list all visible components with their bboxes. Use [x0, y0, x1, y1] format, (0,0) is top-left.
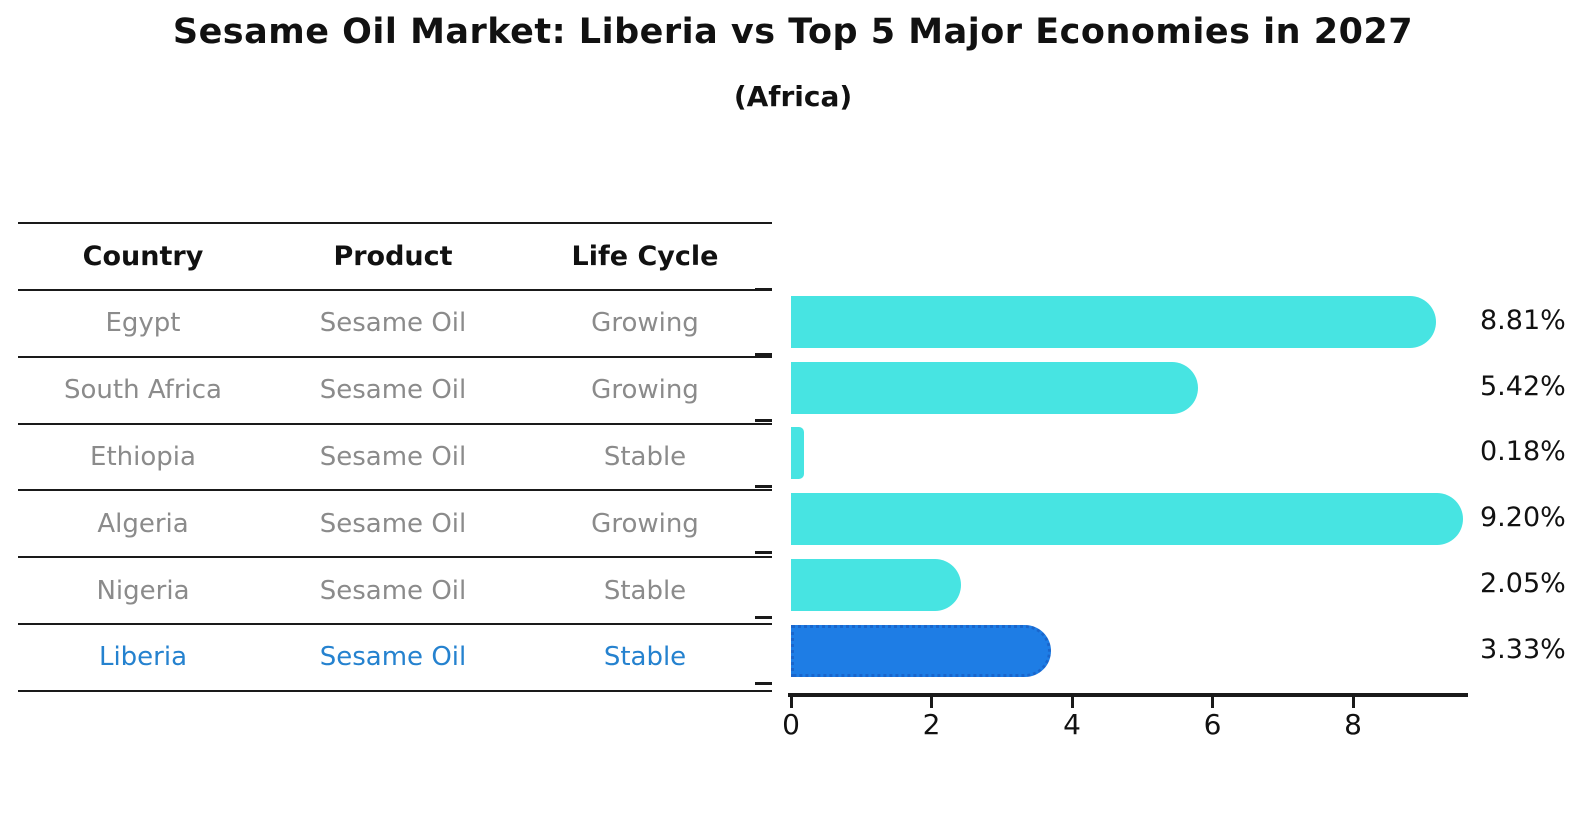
- comparison-table: Country Product Life Cycle Egypt Sesame O…: [18, 222, 772, 692]
- bar-liberia-highlight: [791, 624, 1051, 677]
- x-axis-tick-label: 2: [922, 708, 941, 741]
- cell-country: Algeria: [97, 508, 189, 539]
- table-row: South Africa Sesame Oil Growing: [18, 358, 772, 425]
- cell-lifecycle: Growing: [591, 508, 699, 539]
- y-axis-tick: [755, 287, 772, 291]
- cell-product: Sesame Oil: [319, 441, 467, 472]
- cell-lifecycle: Stable: [603, 642, 687, 673]
- bar: [791, 361, 1198, 414]
- column-header-product: Product: [333, 240, 453, 272]
- page-subtitle: (Africa): [733, 80, 853, 113]
- y-axis-tick: [755, 550, 772, 554]
- x-axis-tick-label: 0: [782, 708, 800, 741]
- cell-product: Sesame Oil: [319, 642, 467, 673]
- x-axis-tick-label: 8: [1344, 708, 1362, 741]
- x-axis-tick-label: 4: [1063, 708, 1081, 741]
- bar-value-label: 8.81%: [1480, 305, 1566, 336]
- cell-product: Sesame Oil: [319, 575, 467, 606]
- bar: [791, 493, 1464, 546]
- bar-value-label: 9.20%: [1480, 502, 1566, 534]
- x-axis-tick: [1211, 695, 1214, 708]
- bar-value-label: 0.18%: [1480, 436, 1566, 468]
- x-axis-tick: [1351, 695, 1355, 708]
- x-axis-tick-label: 6: [1203, 708, 1222, 741]
- cell-country: Nigeria: [96, 575, 190, 606]
- table-header-row: Country Product Life Cycle: [18, 224, 772, 291]
- cell-product: Sesame Oil: [319, 308, 467, 339]
- cell-country: Liberia: [98, 642, 188, 673]
- y-axis-tick: [755, 616, 772, 620]
- cell-product: Sesame Oil: [319, 375, 467, 406]
- cell-lifecycle: Growing: [591, 308, 699, 339]
- x-axis-tick: [930, 695, 933, 708]
- y-axis-tick: [755, 484, 772, 488]
- y-axis-tick: [755, 682, 772, 686]
- bar-value-label: 5.42%: [1480, 370, 1566, 402]
- cell-lifecycle: Growing: [591, 375, 699, 406]
- cell-country: Ethiopia: [90, 441, 196, 472]
- table-row: Nigeria Sesame Oil Stable: [18, 558, 772, 626]
- x-axis-line: [788, 693, 1468, 697]
- y-axis-tick: [755, 419, 772, 423]
- cell-lifecycle: Stable: [603, 575, 687, 606]
- y-axis-tick: [755, 353, 772, 357]
- bar: [791, 296, 1436, 348]
- x-axis-tick: [789, 695, 793, 708]
- table-row: Algeria Sesame Oil Growing: [18, 491, 772, 559]
- table-row: Ethiopia Sesame Oil Stable: [18, 425, 772, 492]
- column-header-country: Country: [82, 240, 204, 272]
- page-title: Sesame Oil Market: Liberia vs Top 5 Majo…: [172, 12, 1414, 52]
- bar: [791, 558, 961, 611]
- cell-country: Egypt: [105, 308, 181, 339]
- column-header-lifecycle: Life Cycle: [571, 240, 719, 272]
- cell-lifecycle: Stable: [603, 441, 687, 472]
- bar-value-label: 2.05%: [1480, 567, 1566, 599]
- cell-country: South Africa: [64, 375, 222, 406]
- table-row: Egypt Sesame Oil Growing: [18, 291, 772, 358]
- cell-product: Sesame Oil: [319, 508, 467, 539]
- bar-value-label: 3.33%: [1480, 633, 1566, 665]
- bar: [791, 427, 804, 480]
- table-row: Liberia Sesame Oil Stable: [18, 625, 772, 692]
- x-axis-tick: [1070, 695, 1074, 708]
